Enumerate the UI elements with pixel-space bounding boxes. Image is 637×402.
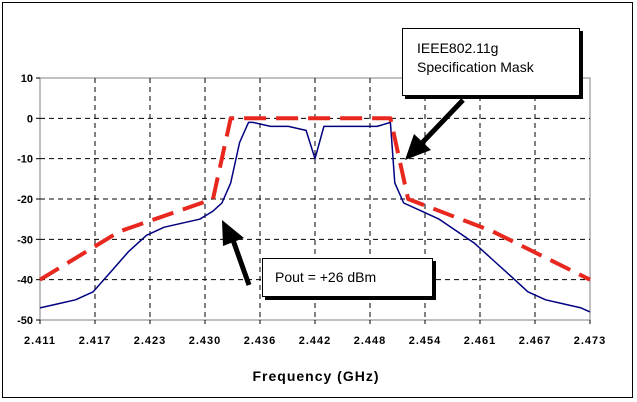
x-axis: 2.411 2.417 2.423 2.430 2.436 2.442 2.448 2.454… bbox=[24, 320, 607, 347]
x-tick-label: 2.430 bbox=[189, 335, 222, 347]
y-tick-label: -40 bbox=[17, 275, 33, 287]
y-axis: 10 0 -10 -20 -30 -40 -50 bbox=[17, 73, 40, 327]
x-tick-label: 2.423 bbox=[134, 335, 167, 347]
spec-mask-line bbox=[38, 116, 591, 282]
annotation-arrows bbox=[222, 98, 465, 286]
x-tick-label: 2.448 bbox=[354, 335, 387, 347]
y-tick-label: -20 bbox=[17, 194, 33, 206]
spectrum-line bbox=[39, 121, 591, 313]
x-axis-title: Frequency (GHz) bbox=[252, 368, 379, 384]
mask-annotation-line-1: IEEE802.11g bbox=[417, 40, 499, 56]
x-tick-label: 2.473 bbox=[574, 335, 607, 347]
y-tick-label: 0 bbox=[27, 113, 33, 125]
pout-annotation-text: Pout = +26 dBm bbox=[275, 269, 377, 285]
x-tick-label: 2.436 bbox=[244, 335, 277, 347]
mask-arrow bbox=[419, 98, 465, 146]
y-tick-label: -30 bbox=[17, 234, 33, 246]
y-tick-label: -10 bbox=[17, 154, 33, 166]
x-tick-label: 2.411 bbox=[24, 335, 56, 347]
series-layer bbox=[38, 116, 591, 313]
x-tick-label: 2.442 bbox=[299, 335, 332, 347]
x-tick-label: 2.417 bbox=[79, 335, 112, 347]
mask-annotation: IEEE802.11g Specification Mask bbox=[402, 28, 580, 96]
x-tick-label: 2.467 bbox=[519, 335, 552, 347]
y-tick-label: 10 bbox=[21, 73, 33, 85]
pout-arrow bbox=[230, 239, 252, 286]
pout-annotation: Pout = +26 dBm bbox=[262, 258, 433, 297]
x-tick-label: 2.461 bbox=[464, 335, 497, 347]
y-tick-label: -50 bbox=[17, 315, 33, 327]
x-tick-label: 2.454 bbox=[409, 335, 442, 347]
mask-annotation-line-2: Specification Mask bbox=[417, 59, 534, 75]
pout-arrowhead bbox=[222, 220, 244, 246]
mask-arrowhead bbox=[405, 134, 431, 160]
